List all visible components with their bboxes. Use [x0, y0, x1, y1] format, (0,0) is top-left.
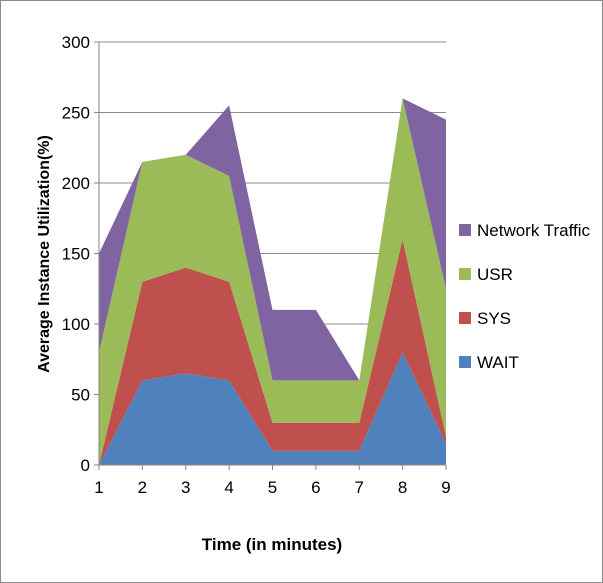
legend-label: SYS — [477, 309, 511, 328]
area-network-traffic — [99, 98, 446, 381]
legend-label: WAIT — [477, 353, 519, 372]
y-tick-label: 300 — [62, 33, 90, 52]
x-tick-label: 5 — [268, 478, 277, 497]
y-tick-labels: 0 50 100 150 200 250 300 — [62, 33, 90, 475]
area-series — [99, 98, 446, 466]
y-tick-label: 150 — [62, 245, 90, 264]
x-tick-label: 8 — [398, 478, 407, 497]
y-tick-label: 100 — [62, 315, 90, 334]
y-tick-label: 0 — [81, 456, 90, 475]
area-wait — [99, 352, 446, 465]
x-axis-label: Time (in minutes) — [202, 535, 342, 554]
y-axis-label: Average Instance Utilization(%) — [36, 135, 53, 373]
axes — [94, 41, 447, 470]
legend-swatch — [459, 224, 471, 236]
x-tick-label: 2 — [138, 478, 147, 497]
y-tick-label: 50 — [71, 386, 90, 405]
x-tick-label: 4 — [224, 478, 233, 497]
legend-swatch — [459, 268, 471, 280]
y-tick-label: 250 — [62, 104, 90, 123]
x-tick-label: 7 — [355, 478, 364, 497]
y-tick-label: 200 — [62, 174, 90, 193]
legend-swatch — [459, 312, 471, 324]
legend-label: Network Traffic — [477, 221, 591, 240]
x-tick-label: 9 — [441, 478, 450, 497]
legend-label: USR — [477, 265, 513, 284]
area-usr — [99, 98, 446, 466]
x-tick-label: 1 — [94, 478, 103, 497]
legend-swatch — [459, 356, 471, 368]
x-tick-label: 3 — [181, 478, 190, 497]
x-tick-labels: 1 2 3 4 5 6 7 8 9 — [94, 478, 450, 497]
x-tick-label: 6 — [311, 478, 320, 497]
legend: Network Traffic USR SYS WAIT — [459, 221, 591, 372]
area-sys — [99, 239, 446, 465]
